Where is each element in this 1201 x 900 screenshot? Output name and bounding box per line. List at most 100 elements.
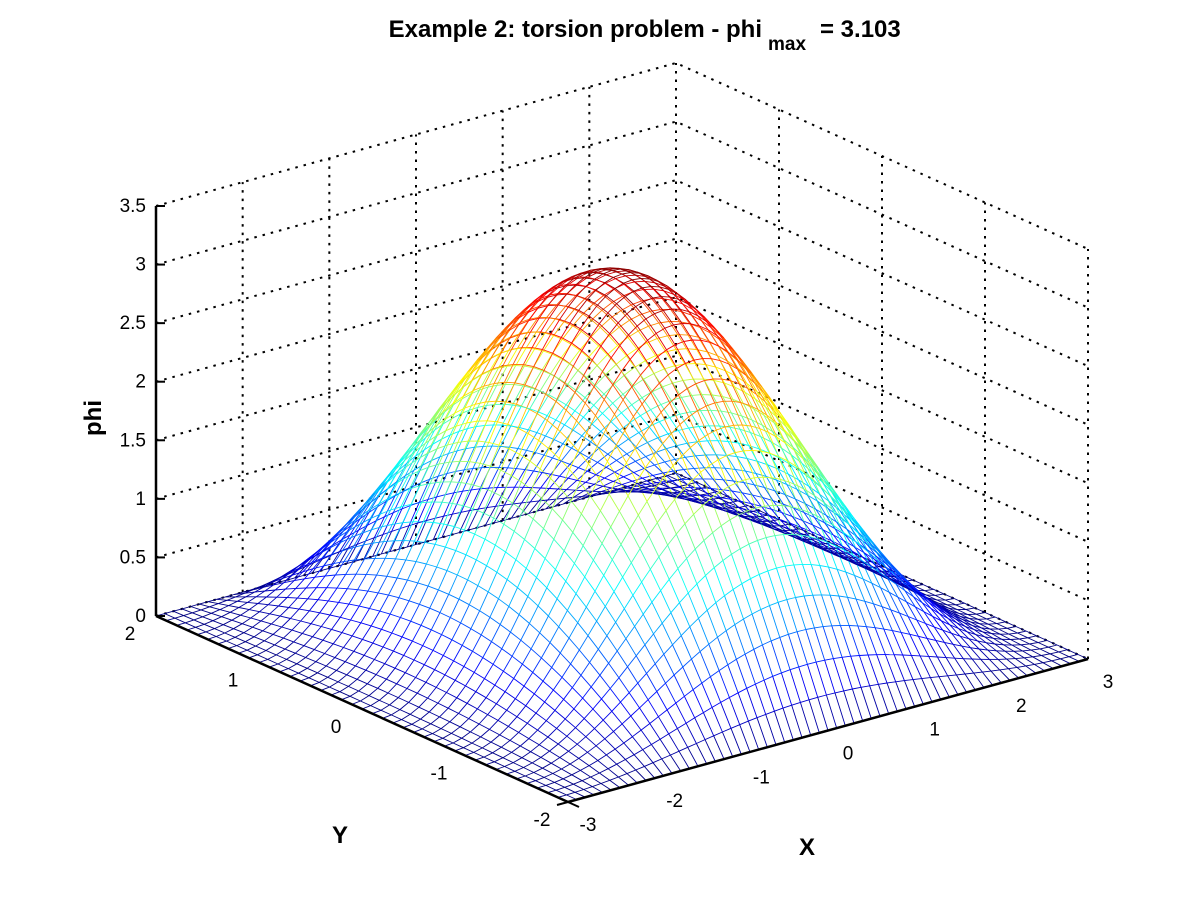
mesh-line-y	[411, 433, 421, 446]
mesh-line-x	[967, 614, 979, 620]
mesh-line-y	[662, 433, 672, 444]
mesh-line-x	[869, 685, 881, 717]
mesh-line-y	[640, 364, 650, 376]
mesh-line-y	[735, 513, 745, 519]
mesh-line-y	[762, 640, 772, 646]
mesh-line-x	[468, 389, 480, 411]
mesh-line-y	[418, 585, 429, 605]
mesh-line-y	[899, 612, 909, 617]
mesh-line-x	[619, 422, 631, 431]
mesh-line-y	[817, 544, 827, 552]
mesh-line-x	[515, 450, 527, 469]
mesh-line-y	[690, 487, 700, 496]
mesh-line-y	[692, 682, 703, 690]
mesh-line-x	[303, 645, 315, 651]
mesh-line-x	[520, 387, 532, 407]
mesh-line-y	[822, 529, 832, 542]
mesh-line-y	[252, 620, 262, 628]
mesh-line-x	[677, 728, 689, 748]
mesh-line-y	[495, 382, 505, 402]
mesh-line-y	[640, 484, 650, 490]
mesh-line-x	[678, 427, 689, 431]
mesh-line-y	[546, 401, 557, 421]
mesh-line-x	[284, 648, 296, 654]
mesh-line-y	[229, 607, 240, 613]
mesh-line-y	[574, 410, 584, 418]
mesh-line-y	[449, 599, 460, 618]
mesh-line-y	[590, 772, 600, 778]
mesh-line-x	[933, 626, 945, 643]
mesh-line-x	[385, 474, 397, 484]
mesh-line-x	[472, 650, 484, 658]
mesh-line-y	[724, 467, 734, 482]
mesh-line-y	[281, 571, 292, 579]
mesh-line-x	[769, 605, 781, 638]
mesh-line-x	[560, 447, 572, 462]
mesh-line-y	[582, 527, 593, 546]
mesh-line-x	[668, 733, 680, 752]
mesh-line-y	[501, 740, 511, 748]
mesh-line-y	[327, 587, 338, 602]
mesh-line-x	[534, 332, 546, 350]
mesh-line-y	[267, 654, 277, 660]
mesh-line-y	[941, 606, 951, 612]
mesh-line-y	[926, 637, 936, 641]
mesh-line-y	[519, 320, 530, 335]
mesh-line-y	[295, 645, 305, 654]
mesh-line-y	[452, 737, 462, 744]
mesh-line-y	[734, 386, 744, 404]
mesh-line-y	[590, 674, 601, 688]
mesh-line-y	[595, 399, 605, 416]
mesh-line-x	[821, 535, 832, 542]
mesh-line-y	[1008, 666, 1018, 670]
mesh-line-y	[377, 576, 388, 594]
mesh-line-x	[614, 374, 625, 385]
mesh-line-y	[1022, 649, 1032, 652]
mesh-line-x	[567, 467, 579, 479]
mesh-line-y	[629, 514, 639, 530]
mesh-line-y	[800, 699, 810, 703]
mesh-line-x	[490, 465, 501, 471]
mesh-line-y	[653, 622, 663, 635]
mesh-line-y	[1032, 655, 1042, 658]
mesh-line-y	[771, 509, 781, 520]
mesh-line-x	[526, 407, 538, 414]
mesh-line-y	[710, 491, 720, 499]
mesh-line-y	[715, 454, 726, 469]
mesh-line-y	[1029, 642, 1039, 645]
mesh-line-y	[769, 515, 779, 526]
mesh-line-y	[670, 296, 680, 300]
mesh-line-y	[658, 544, 668, 558]
mesh-line-y	[274, 582, 285, 591]
mesh-line-y	[571, 674, 582, 688]
mesh-line-y	[829, 545, 840, 554]
mesh-line-x	[652, 386, 663, 393]
mesh-line-y	[668, 321, 679, 335]
mesh-line-x	[519, 453, 531, 462]
mesh-line-x	[765, 537, 777, 569]
mesh-line-x	[561, 337, 572, 344]
mesh-line-x	[725, 342, 737, 359]
mesh-line-y	[741, 492, 752, 504]
mesh-line-y	[425, 669, 435, 683]
mesh-line-x	[338, 601, 349, 605]
mesh-line-y	[467, 421, 478, 442]
mesh-line-y	[637, 673, 647, 684]
mesh-line-x	[798, 479, 810, 487]
mesh-line-y	[329, 681, 339, 688]
mesh-line-x	[319, 547, 331, 554]
mesh-line-y	[568, 622, 579, 639]
mesh-line-y	[250, 611, 260, 619]
mesh-line-x	[432, 733, 443, 739]
mesh-line-y	[706, 503, 716, 509]
mesh-line-x	[385, 481, 397, 502]
mesh-line-y	[569, 450, 579, 470]
mesh-line-x	[788, 473, 799, 481]
mesh-line-x	[985, 642, 997, 652]
mesh-line-x	[636, 442, 648, 449]
mesh-line-x	[214, 628, 225, 634]
mesh-line-y	[698, 486, 708, 490]
mesh-line-y	[791, 516, 802, 528]
mesh-line-y	[581, 336, 591, 351]
